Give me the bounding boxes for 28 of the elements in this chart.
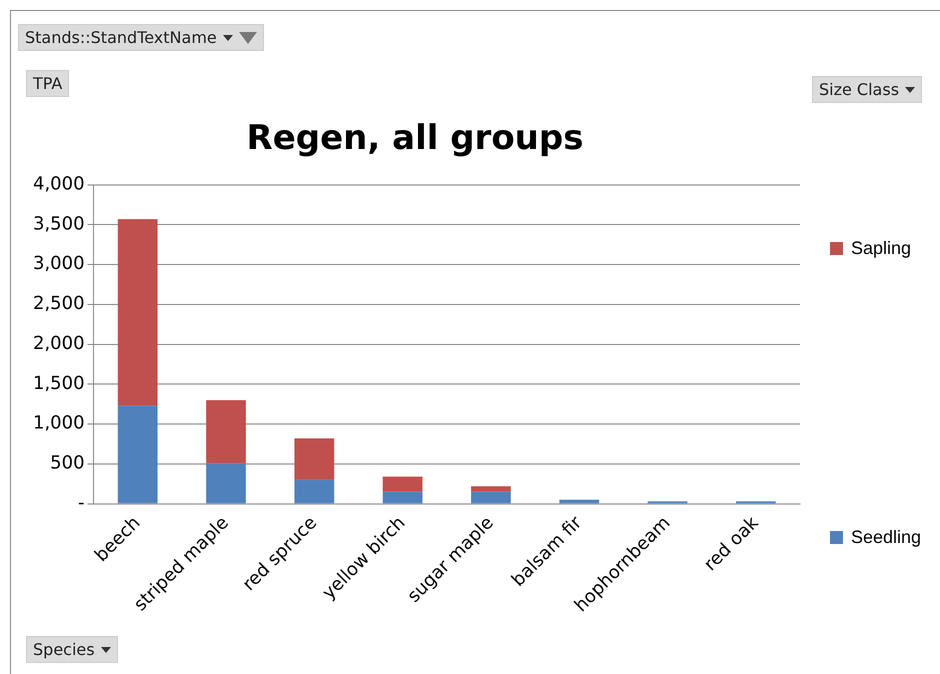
bar — [206, 400, 246, 464]
y-tick-label: 2,000 — [33, 332, 85, 354]
text: Stands::StandTextName — [25, 28, 217, 47]
chart-title: Regen, all groups — [246, 118, 584, 158]
y-tick-label: - — [78, 492, 85, 514]
bar — [382, 476, 422, 492]
bar — [471, 486, 511, 492]
bar — [118, 406, 158, 504]
x-tick-label: red oak — [700, 512, 764, 576]
bar — [294, 438, 334, 480]
y-tick-label: 1,500 — [33, 372, 85, 394]
y-tick-label: 500 — [50, 452, 85, 474]
y-tick-label: 3,500 — [33, 213, 85, 234]
legend-label: Seedling — [851, 527, 922, 548]
bar — [382, 492, 422, 504]
y-tick-label: 1,000 — [33, 412, 85, 434]
x-axis-title: Species — [33, 640, 95, 659]
y-tick-label: 3,000 — [33, 253, 85, 274]
bar — [118, 219, 158, 406]
bar — [559, 500, 600, 504]
bar — [294, 480, 334, 504]
y-tick-label: 4,000 — [33, 173, 85, 194]
legend-label: Sapling — [851, 238, 912, 259]
bar — [471, 492, 511, 504]
text: TPA — [33, 74, 62, 93]
y-tick-label: 2,500 — [33, 293, 85, 314]
legend-title: Size Class — [819, 80, 900, 99]
bar — [206, 463, 246, 504]
